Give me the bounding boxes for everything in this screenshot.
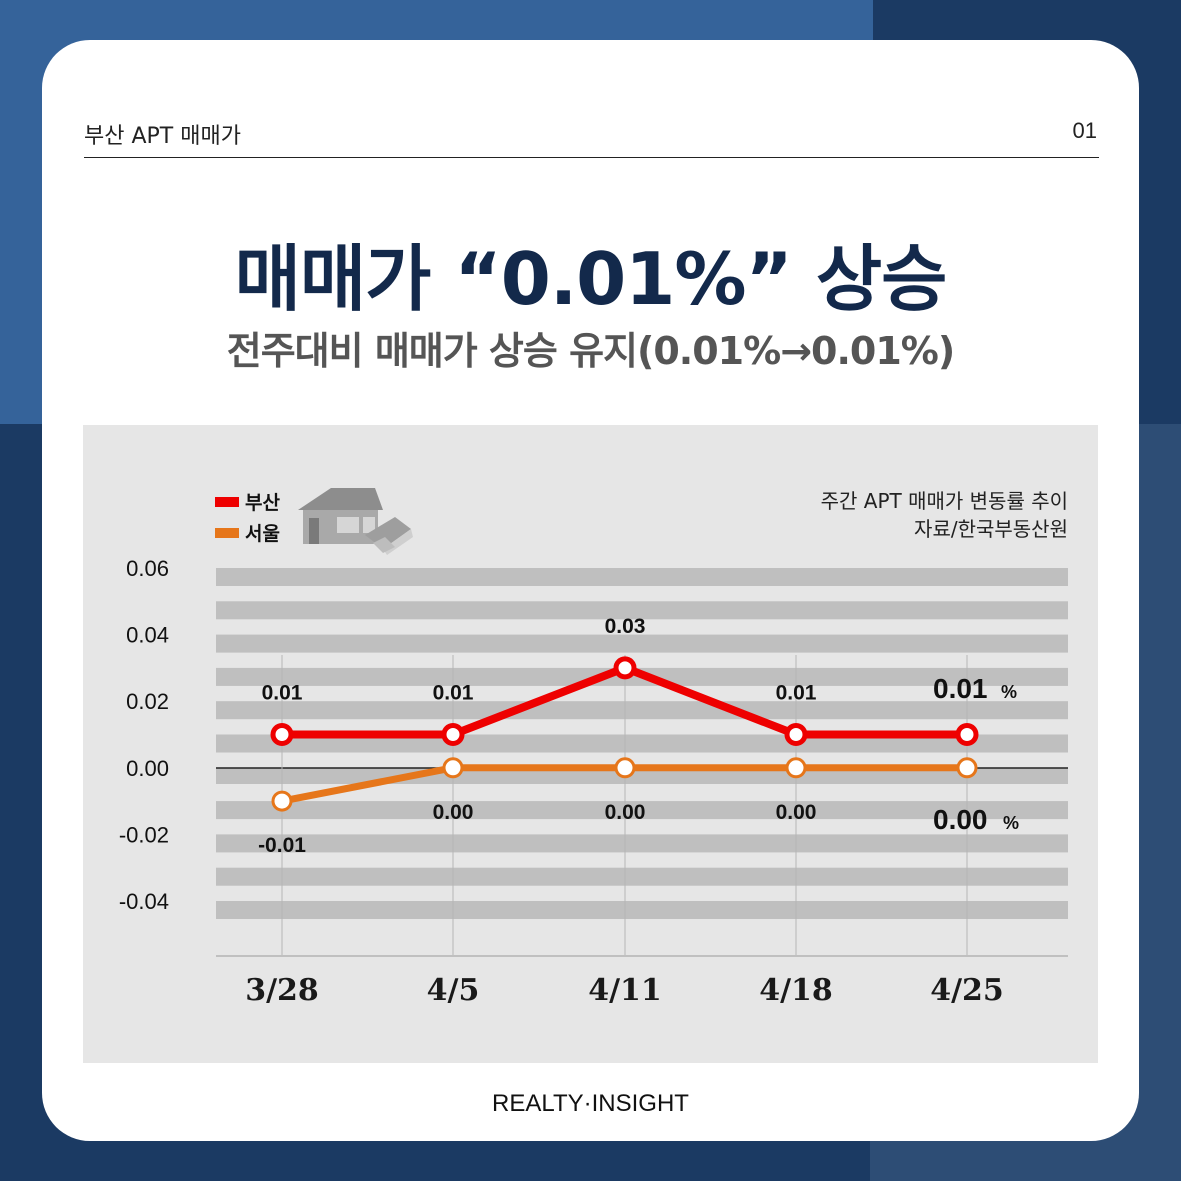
page-number: 01	[1072, 118, 1097, 143]
legend-swatch	[215, 497, 239, 507]
data-point	[785, 757, 807, 779]
data-point	[613, 656, 637, 680]
y-tick-label: -0.04	[119, 889, 169, 914]
chart-panel: 0.06 0.04 0.02 0.00 -0.02 -0.04 3/28 4/5 4/11 4/1…	[83, 425, 1098, 1063]
page-title: 매매가 “0.01%” 상승	[234, 237, 948, 321]
chart-annotation-line1: 주간 APT 매매가 변동률 추이	[821, 489, 1068, 513]
page-subtitle: 전주대비 매매가 상승 유지(0.01%→0.01%)	[226, 329, 956, 373]
data-label: 0.00	[433, 801, 474, 824]
grid-stripe	[216, 867, 1068, 886]
grid-stripe	[216, 901, 1068, 919]
y-tick-label: 0.04	[126, 623, 169, 648]
y-tick-label: 0.06	[126, 556, 169, 581]
house-icon	[298, 488, 413, 555]
final-unit-seoul: %	[1003, 813, 1019, 833]
x-tick-label: 3/28	[245, 973, 319, 1008]
data-point	[784, 723, 808, 746]
data-point	[442, 757, 464, 779]
y-tick-label: 0.02	[126, 689, 169, 714]
data-label: 0.01	[262, 682, 303, 705]
grid-stripe	[216, 568, 1068, 586]
chart-annotation-line2: 자료/한국부동산원	[914, 517, 1068, 541]
grid-stripe	[216, 634, 1068, 653]
data-label: 0.01	[776, 682, 817, 705]
y-tick-label: 0.00	[126, 756, 169, 781]
data-label: 0.00	[605, 801, 646, 824]
data-point	[614, 757, 636, 779]
x-tick-label: 4/11	[588, 973, 662, 1008]
legend-swatch	[215, 528, 239, 538]
x-tick-label: 4/25	[930, 973, 1004, 1008]
line-chart: 0.06 0.04 0.02 0.00 -0.02 -0.04 3/28 4/5 4/11 4/1…	[119, 488, 1068, 1008]
header-divider	[84, 157, 1099, 158]
x-tick-label: 4/18	[759, 973, 833, 1008]
grid-stripe	[216, 601, 1068, 620]
data-point	[270, 723, 294, 746]
y-tick-label: -0.02	[119, 822, 169, 847]
final-value-seoul: 0.00	[933, 804, 988, 835]
data-label: 0.03	[605, 615, 646, 638]
footer-brand: REALTY·INSIGHT	[492, 1090, 689, 1117]
grid-stripe	[216, 734, 1068, 753]
data-point	[955, 723, 979, 746]
grid-stripe	[216, 701, 1068, 720]
header-label: 부산 APT 매매가	[84, 124, 241, 149]
grid-stripe	[216, 801, 1068, 820]
grid-stripe	[216, 834, 1068, 853]
data-point	[441, 723, 465, 746]
data-label: -0.01	[258, 834, 306, 857]
background-block	[870, 1140, 1181, 1181]
data-label: 0.00	[776, 801, 817, 824]
background-block	[0, 1140, 870, 1181]
legend-label: 부산	[245, 492, 280, 514]
data-point	[956, 757, 978, 779]
final-value-busan: 0.01	[933, 673, 988, 704]
legend-label: 서울	[245, 523, 280, 545]
data-point	[271, 790, 293, 812]
data-label: 0.01	[433, 682, 474, 705]
final-unit-busan: %	[1001, 682, 1017, 702]
x-tick-label: 4/5	[427, 973, 480, 1008]
